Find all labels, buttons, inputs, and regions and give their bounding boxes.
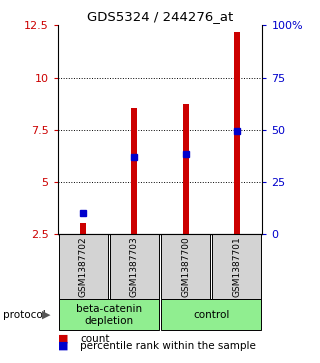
Text: GSM1387702: GSM1387702: [79, 236, 88, 297]
Text: count: count: [80, 334, 109, 344]
Bar: [212, 234, 261, 299]
Bar: [161, 234, 210, 299]
Text: ■: ■: [58, 341, 68, 351]
Text: ■: ■: [58, 334, 68, 344]
Text: ▶: ▶: [42, 310, 50, 320]
Text: GSM1387703: GSM1387703: [130, 236, 139, 297]
Bar: [59, 299, 159, 330]
Bar: [110, 234, 159, 299]
Text: control: control: [193, 310, 229, 320]
Bar: [80, 223, 86, 234]
Text: beta-catenin
depletion: beta-catenin depletion: [76, 304, 142, 326]
Title: GDS5324 / 244276_at: GDS5324 / 244276_at: [87, 10, 233, 23]
Text: percentile rank within the sample: percentile rank within the sample: [80, 341, 256, 351]
Bar: [59, 234, 108, 299]
Text: GSM1387700: GSM1387700: [181, 236, 190, 297]
Bar: [234, 32, 240, 234]
Text: protocol: protocol: [3, 310, 46, 320]
Text: GSM1387701: GSM1387701: [232, 236, 241, 297]
Bar: [131, 108, 138, 234]
Bar: [182, 104, 189, 234]
Bar: [161, 299, 261, 330]
